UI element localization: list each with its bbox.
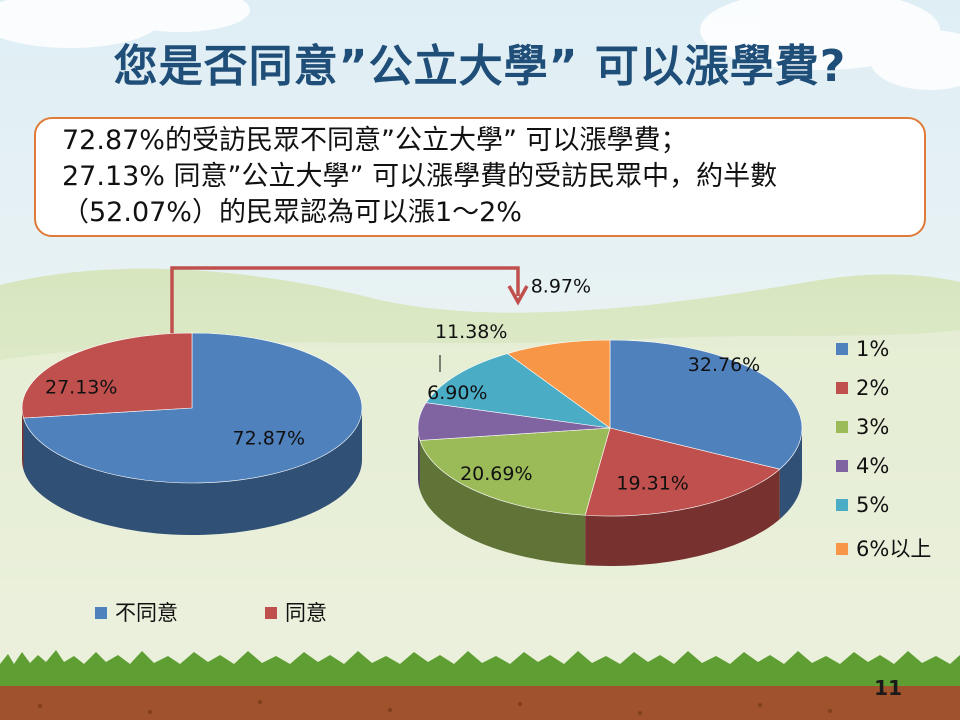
summary-callout: 72.87%的受訪民眾不同意”公立大學” 可以漲學費； 27.13% 同意”公立…	[34, 117, 926, 237]
data-label-同意: 27.13%	[45, 376, 117, 398]
legend-label-3%: 3%	[856, 415, 889, 439]
legend-swatch-3%	[836, 421, 848, 433]
data-label-6%以上: 8.97%	[531, 276, 591, 298]
pie-chart-1: 72.87% 27.13% 不同意 同意	[21, 332, 363, 625]
grass-strip	[0, 650, 960, 686]
legend-swatch-2%	[836, 382, 848, 394]
pie-slice-6%以上	[506, 339, 611, 429]
pie-side-同意	[22, 408, 24, 471]
data-label-1%: 32.76%	[688, 354, 760, 376]
pie-slice-5%	[425, 353, 611, 429]
legend-label-不同意: 不同意	[115, 601, 178, 625]
data-label-2%: 19.31%	[616, 472, 688, 494]
pie-side-1%	[779, 428, 802, 520]
callout-line-2: 27.13% 同意”公立大學” 可以漲學費的受訪民眾中，約半數	[62, 161, 778, 192]
legend-swatch-5%	[836, 499, 848, 511]
pie-slice-同意	[21, 332, 193, 419]
data-label-4%: 6.90%	[427, 382, 487, 404]
legend-swatch-4%	[836, 460, 848, 472]
callout-line-1: 72.87%的受訪民眾不同意”公立大學” 可以漲學費；	[62, 125, 688, 156]
connector-arrowhead	[507, 285, 529, 306]
pie-slice-3%	[419, 427, 611, 516]
connector-arrow	[170, 266, 520, 335]
legend-label-5%: 5%	[856, 493, 889, 517]
data-label-5%: 11.38%	[435, 321, 507, 343]
legend-label-1%: 1%	[856, 337, 889, 361]
data-label-不同意: 72.87%	[233, 428, 305, 450]
legend-label-同意: 同意	[285, 601, 327, 625]
legend-label-4%: 4%	[856, 454, 889, 478]
cloud-decoration	[0, 0, 960, 90]
pie-slice-不同意	[23, 332, 363, 484]
pie-slice-1%	[609, 339, 803, 470]
callout-line-3: （52.07%）的民眾認為可以漲1～2%	[62, 197, 522, 228]
legend-swatch-同意	[265, 607, 277, 619]
pie-chart-2: 32.76% 19.31% 20.69% 6.90% 11.38% 8.97% 1% 2% 3%…	[417, 276, 931, 566]
legend-swatch-不同意	[95, 607, 107, 619]
soil-strip	[0, 680, 960, 720]
pie-side-2%	[585, 469, 780, 566]
legend-label-6%以上: 6%以上	[856, 537, 931, 561]
legend-swatch-6%以上	[836, 543, 848, 555]
legend-swatch-1%	[836, 343, 848, 355]
legend-label-2%: 2%	[856, 376, 889, 400]
data-label-3%: 20.69%	[460, 463, 532, 485]
pie-side-3%	[419, 440, 586, 566]
pie-side-4%	[418, 428, 420, 491]
pie-slice-2%	[584, 427, 781, 517]
page-number: 11	[874, 676, 902, 700]
slide-title: 您是否同意”公立大學” 可以漲學費?	[113, 41, 847, 92]
pie-side-不同意	[23, 408, 362, 535]
